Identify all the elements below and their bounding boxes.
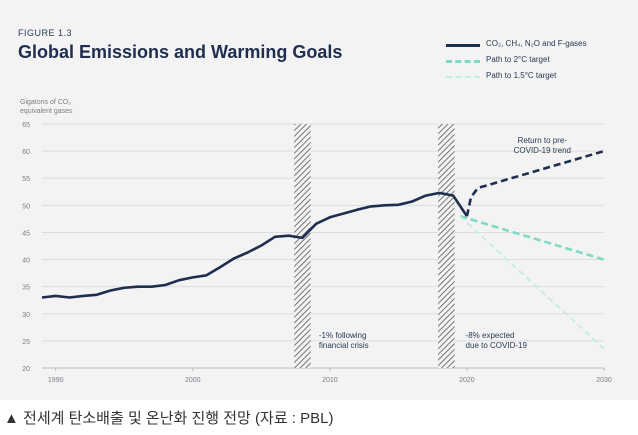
hatched-period	[294, 124, 311, 368]
annotation-line: COVID-19 trend	[514, 146, 571, 155]
series-line	[459, 215, 605, 350]
legend-swatch-solid-line	[446, 44, 480, 47]
y-axis-label: equivalent gases	[20, 108, 73, 115]
y-tick-label: 20	[22, 366, 30, 373]
y-tick-label: 30	[22, 312, 30, 319]
y-axis-label: Gigatons of CO₂	[20, 99, 71, 106]
annotation-line: -1% following	[319, 331, 367, 340]
annotation-line: -8% expected	[466, 331, 515, 340]
y-tick-label: 25	[22, 339, 30, 346]
hatched-period	[438, 124, 455, 368]
annotation: -8% expected due to COVID-19	[466, 331, 528, 350]
chart-title: Global Emissions and Warming Goals	[18, 42, 343, 62]
annotation: -1% following financial crisis	[319, 331, 369, 350]
annotation-line: due to COVID-19	[466, 341, 528, 350]
y-tick-label: 45	[22, 230, 30, 237]
y-tick-label: 55	[22, 176, 30, 183]
legend-item-1-5c-path: Path to 1.5°C target	[446, 70, 636, 86]
y-tick-label: 65	[22, 122, 30, 129]
legend-swatch-dashed-line	[446, 76, 480, 78]
figure-label: FIGURE 1.3	[18, 28, 73, 38]
annotation: Return to pre-COVID-19 trend	[514, 136, 571, 155]
legend-label: CO₂, CH₄, N₂O and F-gases	[486, 39, 587, 48]
legend-label: Path to 2°C target	[486, 55, 550, 64]
legend-swatch-dashed-line	[446, 60, 480, 63]
legend: CO₂, CH₄, N₂O and F-gases Path to 2°C ta…	[446, 38, 636, 86]
legend-label: Path to 1.5°C target	[486, 71, 557, 80]
legend-item-2c-path: Path to 2°C target	[446, 54, 636, 70]
annotation-line: Return to pre-	[518, 136, 568, 145]
annotation-line: financial crisis	[319, 341, 369, 350]
x-tick-label: 1990	[48, 377, 64, 384]
x-tick-label: 2000	[185, 377, 201, 384]
y-tick-label: 60	[22, 149, 30, 156]
series-line	[465, 149, 605, 217]
x-tick-label: 2010	[322, 377, 338, 384]
y-tick-label: 50	[22, 203, 30, 210]
figure-caption: ▲ 전세계 탄소배출 및 온난화 진행 전망 (자료 : PBL)	[4, 410, 334, 427]
series-line	[41, 191, 468, 299]
x-tick-label: 2030	[596, 377, 612, 384]
x-tick-label: 2020	[459, 377, 475, 384]
line-chart: Gigatons of CO₂ equivalent gases 1990 2000…	[20, 99, 612, 384]
y-tick-label: 40	[22, 258, 30, 265]
chart-panel: FIGURE 1.3 Global Emissions and Warming …	[0, 0, 638, 400]
y-tick-label: 35	[22, 285, 30, 292]
legend-item-emissions: CO₂, CH₄, N₂O and F-gases	[446, 38, 636, 54]
series-line	[459, 214, 605, 261]
